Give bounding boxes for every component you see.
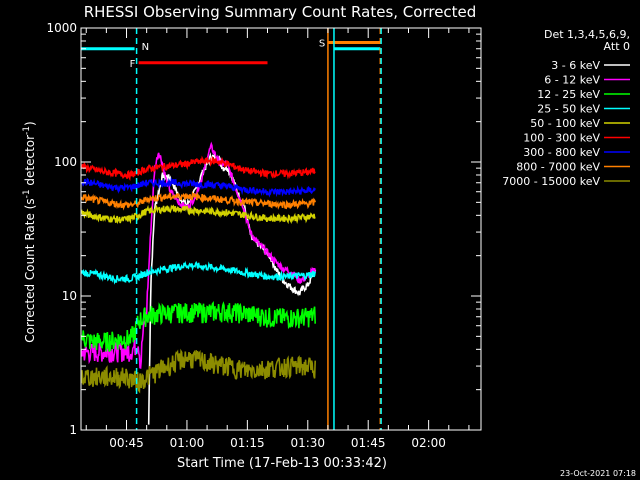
legend-label-3-6-kev: 3 - 6 keV xyxy=(551,59,600,72)
series-line-12-25-kev xyxy=(80,301,316,352)
y-tick-label-1: 1 xyxy=(69,423,77,437)
y-axis-label-main: Corrected Count Rate (s xyxy=(23,198,37,342)
flag-label-s: S xyxy=(319,38,325,49)
series-line-6-12-kev xyxy=(80,141,316,369)
series-line-50-100-kev xyxy=(80,204,316,225)
legend-label-6-12-kev: 6 - 12 keV xyxy=(544,74,600,87)
series-line-25-50-kev xyxy=(80,260,316,285)
y-axis-label: Corrected Count Rate (s-1 detector-1) xyxy=(22,121,37,342)
series-line-300-800-kev xyxy=(81,176,316,198)
flag-label-f: F xyxy=(130,59,136,70)
axes-group xyxy=(80,27,482,431)
y-axis-label-sup1: -1 xyxy=(22,189,32,198)
legend-label-12-25-kev: 12 - 25 keV xyxy=(537,88,600,101)
x-axis-label: Start Time (17-Feb-13 00:33:42) xyxy=(177,456,387,471)
plot-frame xyxy=(80,27,482,431)
x-tick-label-01-00: 01:00 xyxy=(170,436,205,450)
series-line-100-300-kev xyxy=(80,155,316,182)
x-tick-label-02-00: 02:00 xyxy=(411,436,446,450)
footer-timestamp: 23-Oct-2021 07:18 xyxy=(560,469,636,478)
y-axis-label-sup2: -1 xyxy=(22,126,32,135)
x-tick-label-01-15: 01:15 xyxy=(230,436,265,450)
plot-overlays-group: F S N xyxy=(81,28,382,430)
legend-header-line1: Det 1,3,4,5,6,9, xyxy=(544,28,630,41)
legend-label-25-50-kev: 25 - 50 keV xyxy=(537,103,600,116)
x-tick-label-01-45: 01:45 xyxy=(351,436,386,450)
legend-label-800-7000-kev: 800 - 7000 keV xyxy=(516,161,600,174)
vline-label-n: N xyxy=(142,42,149,53)
x-tick-label-01-30: 01:30 xyxy=(290,436,325,450)
series-line-7000-15000-kev xyxy=(80,348,316,394)
legend: Det 1,3,4,5,6,9, Att 0 3 - 6 keV 6 - 12 k… xyxy=(502,28,630,188)
x-tick-label-00-45: 00:45 xyxy=(109,436,144,450)
legend-label-7000-15000-kev: 7000 - 15000 keV xyxy=(502,175,600,188)
legend-header-line2: Att 0 xyxy=(604,40,630,53)
y-axis-label-end: ) xyxy=(23,121,37,126)
y-tick-label-100: 100 xyxy=(54,155,77,169)
legend-label-50-100-kev: 50 - 100 keV xyxy=(530,117,600,130)
y-tick-label-10: 10 xyxy=(62,289,77,303)
plot-series-group xyxy=(80,141,317,425)
y-axis-label-mid: detector xyxy=(23,135,37,190)
series-line-800-7000-kev xyxy=(80,191,316,211)
chart-title: RHESSI Observing Summary Count Rates, Co… xyxy=(84,3,477,21)
legend-label-100-300-kev: 100 - 300 keV xyxy=(523,132,600,145)
y-tick-label-1000: 1000 xyxy=(46,21,77,35)
ticks-group: 1 10 100 1000 00:45 01:00 01:15 01:30 01:45 02:00 xyxy=(46,21,481,450)
legend-label-300-800-kev: 300 - 800 keV xyxy=(523,146,600,159)
